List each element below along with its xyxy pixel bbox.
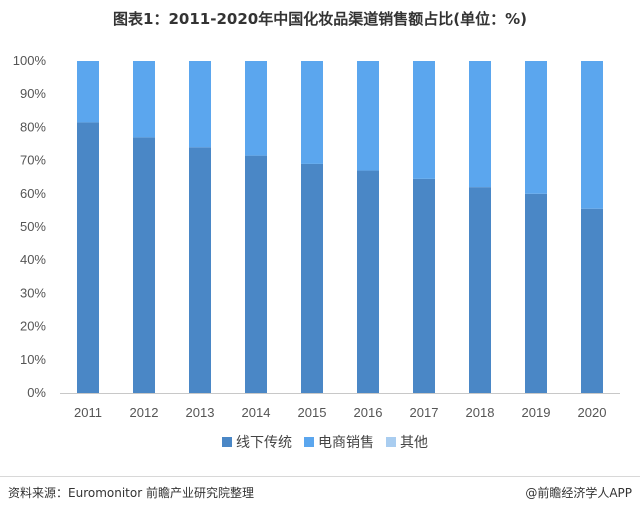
bar-2017-series-0 — [413, 178, 435, 393]
bar-2017-series-1 — [413, 61, 435, 179]
stacked-bar-chart: 0%10%20%30%40%50%60%70%80%90%100% 2011 20… — [13, 53, 620, 451]
y-tick-label: 30% — [20, 285, 46, 300]
bar-2014-series-1 — [245, 61, 267, 156]
y-tick-label: 20% — [20, 319, 46, 334]
bars — [77, 61, 603, 394]
x-tick-label: 2011 — [74, 405, 102, 420]
x-tick-label: 2018 — [466, 405, 495, 420]
bar-2012-series-1 — [133, 61, 155, 138]
x-tick-label: 2020 — [578, 405, 607, 420]
y-tick-label: 40% — [20, 252, 46, 267]
y-tick-label: 0% — [27, 385, 46, 400]
legend: 线下传统 电商销售 其他 — [222, 435, 428, 451]
bar-2016-series-0 — [357, 170, 379, 393]
bar-2019-series-1 — [525, 61, 547, 194]
legend-swatch-1 — [304, 437, 314, 447]
bar-2015-series-0 — [301, 163, 323, 393]
y-tick-label: 60% — [20, 186, 46, 201]
legend-swatch-2 — [386, 437, 396, 447]
x-tick-label: 2019 — [522, 405, 551, 420]
y-tick-label: 10% — [20, 352, 46, 367]
x-tick-label: 2013 — [186, 405, 215, 420]
legend-swatch-0 — [222, 437, 232, 447]
x-tick-label: 2017 — [410, 405, 439, 420]
bar-2012-series-0 — [133, 137, 155, 393]
y-tick-label: 50% — [20, 219, 46, 234]
legend-label-2: 其他 — [400, 435, 428, 451]
y-tick-label: 80% — [20, 119, 46, 134]
source-note: 资料来源：Euromonitor 前瞻产业研究院整理 — [8, 486, 254, 500]
y-axis: 0% 10% 20% 30% 40% 50% 60% 70% 80% 90% 100% — [13, 53, 47, 400]
x-tick-label: 2016 — [354, 405, 383, 420]
bar-2018-series-1 — [469, 61, 491, 188]
bar-2016-series-1 — [357, 61, 379, 171]
bar-2020-series-0 — [581, 208, 603, 393]
x-tick-label: 2015 — [298, 405, 327, 420]
footer-divider — [0, 476, 640, 477]
x-axis: 2011 2012 2013 2014 2015 2016 2017 2018 2019 2020 — [60, 393, 620, 420]
bar-2013-series-1 — [189, 61, 211, 148]
y-tick-label: 100% — [13, 53, 47, 68]
y-tick-label: 70% — [20, 153, 46, 168]
legend-label-0: 线下传统 — [236, 435, 292, 451]
y-tick-label: 90% — [20, 86, 46, 101]
bar-2020-series-1 — [581, 61, 603, 209]
bar-2011-series-1 — [77, 61, 99, 123]
bar-2018-series-0 — [469, 187, 491, 393]
legend-label-1: 电商销售 — [318, 435, 374, 451]
chart-title: 图表1：2011-2020年中国化妆品渠道销售额占比(单位：%) — [113, 10, 527, 28]
bar-2011-series-0 — [77, 122, 99, 394]
bar-2019-series-0 — [525, 193, 547, 393]
bar-2013-series-0 — [189, 147, 211, 393]
x-tick-label: 2014 — [242, 405, 271, 420]
x-tick-label: 2012 — [130, 405, 159, 420]
brand-watermark: @前瞻经济学人APP — [525, 486, 632, 500]
bar-2014-series-0 — [245, 155, 267, 393]
bar-2015-series-1 — [301, 61, 323, 164]
